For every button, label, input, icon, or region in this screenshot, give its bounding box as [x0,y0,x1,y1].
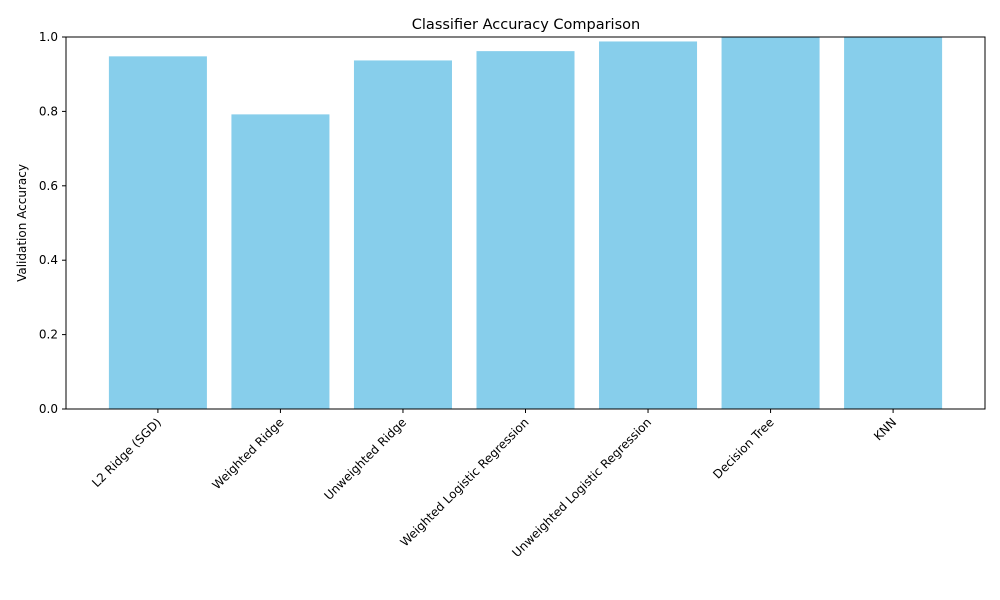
y-tick-label-0: 0.0 [39,402,58,416]
bar-1 [231,114,330,409]
x-tick-label-6: KNN [871,415,899,443]
x-tick-label-4: Unweighted Logistic Regression [509,415,654,560]
x-tick-label-3: Weighted Logistic Regression [397,415,531,549]
bar-6 [844,37,943,409]
bars-layer [108,37,943,410]
y-axis-ticks: 0.0 0.2 0.4 0.6 0.8 1.0 [39,30,66,416]
bar-5 [721,37,820,409]
x-tick-label-1: Weighted Ridge [210,415,287,492]
bar-0 [108,56,207,410]
x-tick-label-0: L2 Ridge (SGD) [89,415,164,490]
bar-4 [599,41,698,410]
y-tick-label-3: 0.6 [39,179,58,193]
chart-title: Classifier Accuracy Comparison [412,17,640,33]
bar-3 [476,51,575,410]
y-tick-label-2: 0.4 [39,253,58,267]
y-tick-label-1: 0.2 [39,328,58,342]
x-tick-label-5: Decision Tree [710,415,776,481]
x-axis-ticks: L2 Ridge (SGD) Weighted Ridge Unweighted R… [89,409,899,560]
plot-frame [65,36,986,410]
y-axis-title: Validation Accuracy [15,164,29,282]
y-tick-label-4: 0.8 [39,104,58,118]
y-tick-label-5: 1.0 [39,30,58,44]
x-tick-label-2: Unweighted Ridge [321,415,409,503]
bar-2 [353,60,452,409]
